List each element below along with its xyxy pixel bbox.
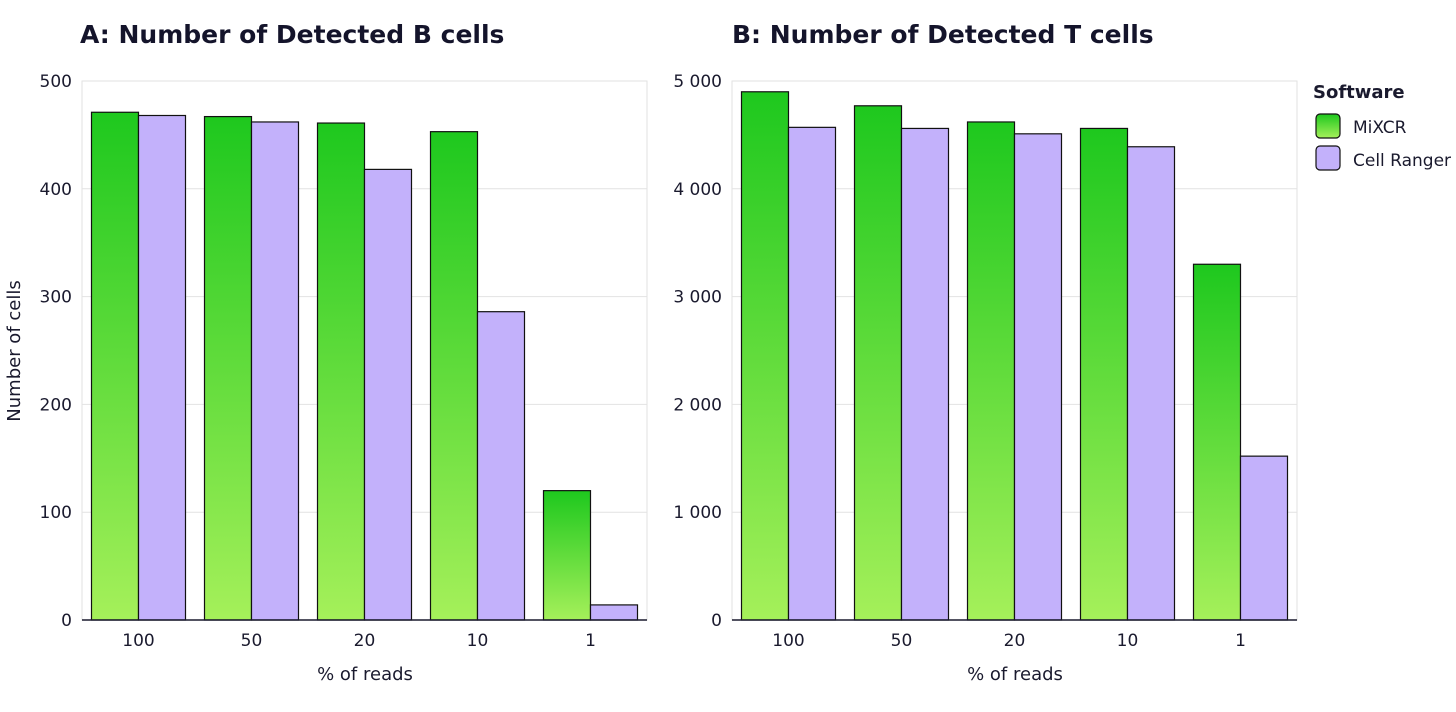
chart-a-ytick-label: 0 (61, 611, 72, 631)
chart-a-bar-mixcr-20 (318, 123, 365, 620)
chart-a-ytick-label: 500 (40, 72, 72, 92)
chart-a-xtick-label: 100 (122, 631, 154, 651)
legend-label-mixcr: MiXCR (1353, 118, 1407, 138)
chart-a-yticks: 0 100 200 300 400 500 (40, 72, 72, 631)
chart-b-bar-mixcr-50 (855, 106, 902, 620)
chart-b-ytick-label: 1 000 (673, 503, 722, 523)
chart-b-ytick-label: 2 000 (673, 395, 722, 415)
chart-a-ytick-label: 400 (40, 180, 72, 200)
chart-b: B: Number of Detected T cells 0 1 000 2 00… (673, 20, 1297, 685)
chart-b-xtick-label: 50 (891, 631, 913, 651)
chart-a-ytick-label: 200 (40, 395, 72, 415)
chart-b-xticks: 100 50 20 10 1 (772, 631, 1246, 651)
figure: A: Number of Detected B cells 0100200300… (0, 0, 1456, 712)
chart-b-xtick-label: 1 (1235, 631, 1246, 651)
chart-b-xlabel: % of reads (967, 664, 1063, 685)
chart-a-ytick-label: 100 (40, 503, 72, 523)
chart-b-bar-cell-ranger-1 (1241, 456, 1288, 620)
chart-a-title: A: Number of Detected B cells (80, 20, 504, 49)
chart-b-xtick-label: 10 (1117, 631, 1139, 651)
chart-a-bar-cell-ranger-1 (591, 605, 638, 620)
chart-b-bar-mixcr-100 (742, 92, 789, 620)
chart-a-xtick-label: 20 (354, 631, 376, 651)
chart-b-bars (732, 92, 1297, 620)
chart-a-bar-mixcr-1 (544, 491, 591, 620)
chart-b-bar-mixcr-10 (1081, 128, 1128, 620)
chart-b-bar-cell-ranger-10 (1128, 147, 1175, 620)
chart-a-bar-mixcr-50 (205, 117, 252, 620)
chart-b-bar-mixcr-20 (968, 122, 1015, 620)
chart-a-bar-mixcr-100 (92, 112, 139, 620)
chart-b-xtick-label: 100 (772, 631, 804, 651)
legend-swatch-mixcr (1316, 114, 1340, 138)
chart-a-ylabel: Number of cells (4, 280, 25, 421)
chart-a-bar-cell-ranger-10 (478, 312, 525, 620)
chart-a-bar-cell-ranger-20 (365, 169, 412, 620)
chart-b-xtick-label: 20 (1004, 631, 1026, 651)
chart-a-ytick-label: 300 (40, 288, 72, 308)
chart-b-ytick-label: 5 000 (673, 72, 722, 92)
legend-label-cell-ranger: Cell Ranger (1353, 151, 1451, 171)
chart-a: A: Number of Detected B cells 0 100 200 300… (4, 20, 647, 685)
chart-a-bar-cell-ranger-100 (139, 115, 186, 620)
chart-b-bar-cell-ranger-50 (902, 128, 949, 620)
legend-title: Software (1313, 82, 1405, 103)
chart-b-title: B: Number of Detected T cells (732, 20, 1154, 49)
chart-b-ytick-label: 4 000 (673, 180, 722, 200)
chart-a-bar-cell-ranger-50 (252, 122, 299, 620)
legend: Software MiXCR Cell Ranger (1313, 82, 1451, 171)
chart-b-bar-cell-ranger-100 (789, 127, 836, 620)
chart-a-xtick-label: 10 (467, 631, 489, 651)
chart-a-xlabel: % of reads (317, 664, 413, 685)
chart-b-yticks: 0 1 000 2 000 3 000 4 000 5 000 (673, 72, 722, 631)
chart-b-ytick-label: 3 000 (673, 288, 722, 308)
chart-b-ytick-label: 0 (711, 611, 722, 631)
chart-b-bar-mixcr-1 (1194, 264, 1241, 620)
chart-a-xticks: 100 50 20 10 1 (122, 631, 596, 651)
chart-a-xtick-label: 50 (241, 631, 263, 651)
chart-b-bar-cell-ranger-20 (1015, 134, 1062, 620)
legend-swatch-cell-ranger (1316, 146, 1340, 170)
chart-a-xtick-label: 1 (585, 631, 596, 651)
chart-a-bar-mixcr-10 (431, 132, 478, 620)
